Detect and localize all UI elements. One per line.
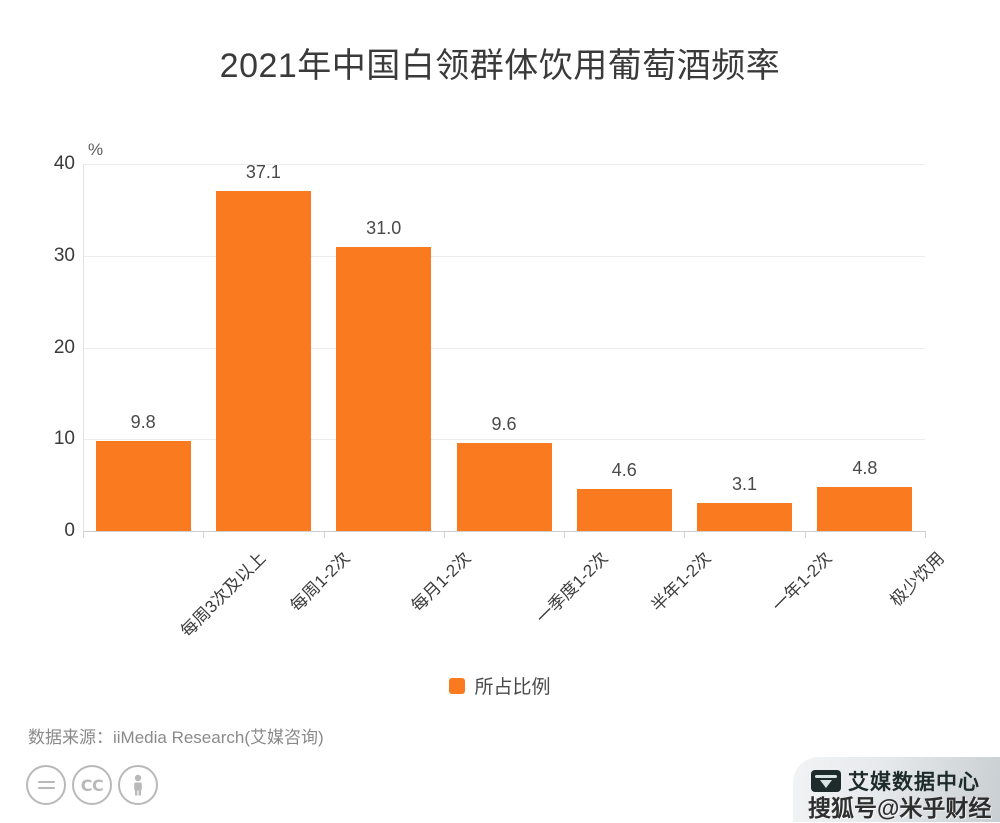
x-axis-tick (83, 531, 84, 538)
bar-value-label: 4.6 (611, 459, 637, 480)
watermark-text: 搜狐号@米乎财经 (808, 795, 992, 821)
x-axis-label: 每周1-2次 (287, 548, 354, 616)
y-axis-tick-label: 0 (64, 520, 75, 541)
gridline (83, 347, 925, 349)
legend-swatch-icon (449, 677, 466, 694)
person-glyph-icon (134, 774, 142, 796)
x-axis-tick (925, 531, 926, 538)
bar-value-label: 9.6 (491, 413, 517, 434)
bar[interactable] (95, 441, 191, 531)
x-axis-label: 每月1-2次 (407, 548, 475, 616)
x-axis-tick (804, 531, 806, 538)
creative-commons-badges: CC (26, 765, 158, 805)
x-axis-tick (323, 531, 325, 538)
bar-value-label: 4.8 (852, 457, 878, 478)
y-axis-tick-label: 30 (53, 244, 75, 266)
legend-label: 所占比例 (474, 677, 551, 698)
x-axis-label: 一年1-2次 (768, 548, 836, 616)
bar[interactable] (576, 488, 672, 531)
gridline (83, 439, 925, 441)
equals-icon (26, 765, 66, 805)
cc-icon: CC (72, 765, 112, 805)
x-axis-line (83, 531, 925, 532)
data-source-text: 数据来源：iiMedia Research(艾媒咨询) (28, 728, 324, 747)
y-axis-unit-label: % (88, 140, 104, 159)
y-axis-tick-label: 40 (53, 153, 75, 174)
x-axis-label: 每周3次及以上 (177, 548, 270, 641)
y-axis-tick-label: 20 (53, 336, 75, 358)
x-axis-label: 极少饮用 (886, 548, 948, 611)
plot-area (83, 164, 925, 532)
bar-value-label: 3.1 (732, 473, 758, 494)
x-axis-tick (203, 531, 205, 538)
bar-value-label: 9.8 (130, 412, 156, 433)
x-axis-tick (564, 531, 566, 538)
x-axis-label: 一季度1-2次 (532, 548, 612, 628)
y-axis-line (83, 164, 84, 531)
gridline (83, 164, 925, 165)
x-axis-tick (684, 531, 686, 538)
brand-name: 艾媒数据中心 (848, 771, 980, 794)
page-title: 2021年中国白领群体饮用葡萄酒频率 (219, 47, 781, 85)
y-axis-tick-label: 10 (53, 428, 75, 450)
chart-legend: 所占比例 (0, 672, 1000, 699)
brand-mark-icon (811, 770, 841, 792)
x-axis-tick (443, 531, 445, 538)
bar[interactable] (456, 442, 552, 531)
bar[interactable] (215, 190, 311, 531)
bar-value-label: 37.1 (245, 161, 281, 182)
bar-value-label: 31.0 (366, 217, 402, 238)
bar[interactable] (697, 502, 793, 531)
person-icon (118, 765, 158, 805)
gridline (83, 255, 925, 257)
brand-logo: 艾媒数据中心 (793, 757, 1000, 822)
bar[interactable] (336, 246, 432, 531)
x-axis-label: 半年1-2次 (647, 548, 715, 616)
bar[interactable] (817, 486, 913, 531)
